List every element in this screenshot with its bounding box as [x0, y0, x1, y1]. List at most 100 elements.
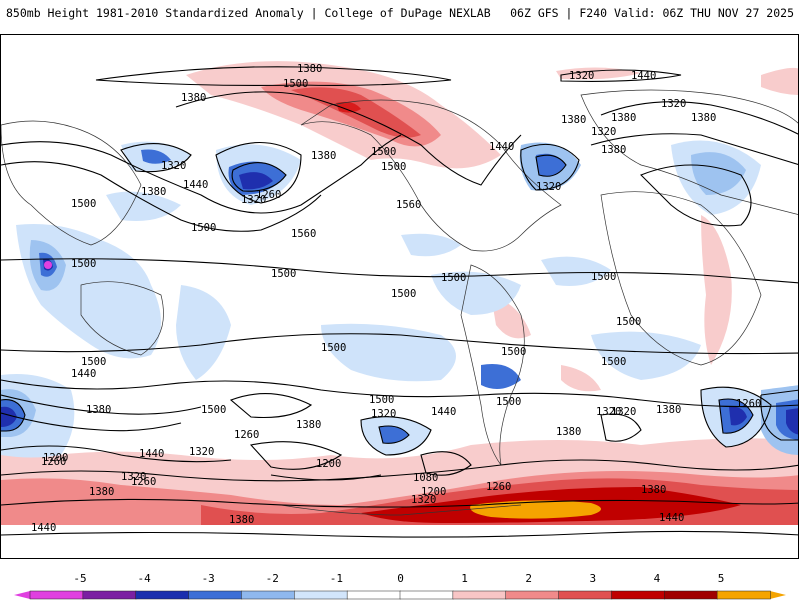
- contour-label: 1380: [656, 404, 681, 416]
- contour-label: 1440: [659, 512, 684, 524]
- contour-label: 1440: [489, 141, 514, 153]
- header-bar: 850mb Height 1981-2010 Standardized Anom…: [0, 0, 800, 34]
- contour-label: 1440: [71, 368, 96, 380]
- anomaly-map: 1380 1500 1380 1320 1440 1380 1500 1380 1320 1380…: [0, 34, 799, 559]
- contour-label: 1380: [86, 404, 111, 416]
- contour-label: 1440: [631, 70, 656, 82]
- contour-label: 1500: [71, 258, 96, 270]
- contour-labels: 1380 1500 1380 1320 1440 1380 1500 1380 1320 1380…: [31, 63, 761, 534]
- run-valid-time: 06Z GFS | F240 Valid: 06Z THU NOV 27 202…: [510, 6, 794, 20]
- contour-label: 1320: [596, 406, 621, 418]
- contour-label: 1320: [189, 446, 214, 458]
- contour-label: 1500: [381, 161, 406, 173]
- colorbar-cell: [558, 590, 613, 600]
- contour-label: 1380: [181, 92, 206, 104]
- contour-label: 1260: [234, 429, 259, 441]
- colorbar-arrow-right: [770, 591, 786, 599]
- colorbar-cell: [452, 590, 507, 600]
- contour-label: 1380: [611, 112, 636, 124]
- contour-label: 1500: [81, 356, 106, 368]
- colorbar-cell: [135, 590, 190, 600]
- contour-label: 1200: [421, 486, 446, 498]
- colorbar-tick-label: 2: [525, 572, 532, 585]
- contour-label: 1500: [283, 78, 308, 90]
- colorbar-arrow-left: [14, 591, 30, 599]
- contour-label: 1080: [413, 472, 438, 484]
- contour-label: 1500: [201, 404, 226, 416]
- contour-label: 1500: [496, 396, 521, 408]
- contour-label: 1560: [396, 199, 421, 211]
- contour-label: 1440: [31, 522, 56, 534]
- coastlines: [1, 89, 798, 516]
- contour-label: 1380: [691, 112, 716, 124]
- colorbar-cell: [611, 590, 666, 600]
- contour-label: 1500: [391, 288, 416, 300]
- contour-label: 1380: [311, 150, 336, 162]
- colorbar-cell: [716, 590, 771, 600]
- colorbar-tick-label: -2: [265, 572, 279, 585]
- colorbar-tick-label: -3: [201, 572, 215, 585]
- contour-label: 1500: [369, 394, 394, 406]
- colorbar-cell: [241, 590, 296, 600]
- contour-label: 1320: [241, 194, 266, 206]
- colorbar-tick-label: 0: [397, 572, 404, 585]
- contour-label: 1380: [297, 63, 322, 75]
- contour-label: 1500: [501, 346, 526, 358]
- contour-label: 1260: [41, 456, 66, 468]
- contour-label: 1200: [43, 452, 68, 464]
- contour-label: 1440: [183, 179, 208, 191]
- contour-label: 1380: [641, 484, 666, 496]
- contour-label: 1260: [736, 398, 761, 410]
- contour-label: 1380: [141, 186, 166, 198]
- colorbar-cell: [29, 590, 84, 600]
- colorbar-tick-label: -1: [329, 572, 344, 585]
- colorbar-cell: [505, 590, 560, 600]
- contour-label: 1380: [601, 144, 626, 156]
- contour-label: 1500: [271, 268, 296, 280]
- contour-label: 1320: [161, 160, 186, 172]
- map-title: 850mb Height 1981-2010 Standardized Anom…: [6, 6, 491, 20]
- colorbar-cell: [294, 590, 348, 600]
- contour-label: 1320: [536, 181, 561, 193]
- colorbar-tick-label: -4: [137, 572, 151, 585]
- contour-label: 1260: [256, 189, 281, 201]
- contour-label: 1500: [616, 316, 641, 328]
- contour-label: 1380: [296, 419, 321, 431]
- colorbar-tick-label: -5: [73, 572, 87, 585]
- contour-label: 1500: [321, 342, 346, 354]
- contour-label: 1320: [121, 471, 146, 483]
- colorbar-tick-label: 3: [589, 572, 597, 585]
- contour-label: 1500: [371, 146, 396, 158]
- contour-label: 1260: [131, 476, 156, 488]
- contour-label: 1380: [561, 114, 586, 126]
- contour-label: 1320: [591, 126, 616, 138]
- colorbar-cell: [399, 590, 454, 600]
- contour-label: 1320: [371, 408, 396, 420]
- contour-label: 1260: [486, 481, 511, 493]
- colorbar-tick-label: 1: [461, 572, 468, 585]
- colorbar-cell: [188, 590, 243, 600]
- colorbar-svg: [14, 590, 786, 600]
- colorbar-tick-label: 4: [653, 572, 661, 585]
- contour-label: 1380: [89, 486, 114, 498]
- contour-label: 1320: [611, 406, 636, 418]
- contour-label: 1440: [139, 448, 164, 460]
- contour-label: 1500: [601, 356, 626, 368]
- contour-label: 1500: [441, 272, 466, 284]
- colorbar-cell: [82, 590, 137, 600]
- height-contours: [1, 66, 798, 538]
- contour-label: 1560: [291, 228, 316, 240]
- map-canvas: 1380 1500 1380 1320 1440 1380 1500 1380 1320 1380…: [1, 61, 798, 538]
- contour-label: 1500: [591, 271, 616, 283]
- contour-label: 1380: [229, 514, 254, 526]
- colorbar-cell: [346, 590, 401, 600]
- colorbar-cell: [664, 590, 718, 600]
- contour-label: 1320: [569, 70, 594, 82]
- contour-label: 1320: [661, 98, 686, 110]
- contour-label: 1440: [431, 406, 456, 418]
- contour-label: 1380: [556, 426, 581, 438]
- contour-label: 1500: [71, 198, 96, 210]
- contour-label: 1200: [316, 458, 341, 470]
- colorbar-tick-label: 5: [717, 572, 725, 585]
- anomaly-colorbar: -5 -4 -3 -2 -1 0 1 2 3 4 5: [0, 568, 800, 600]
